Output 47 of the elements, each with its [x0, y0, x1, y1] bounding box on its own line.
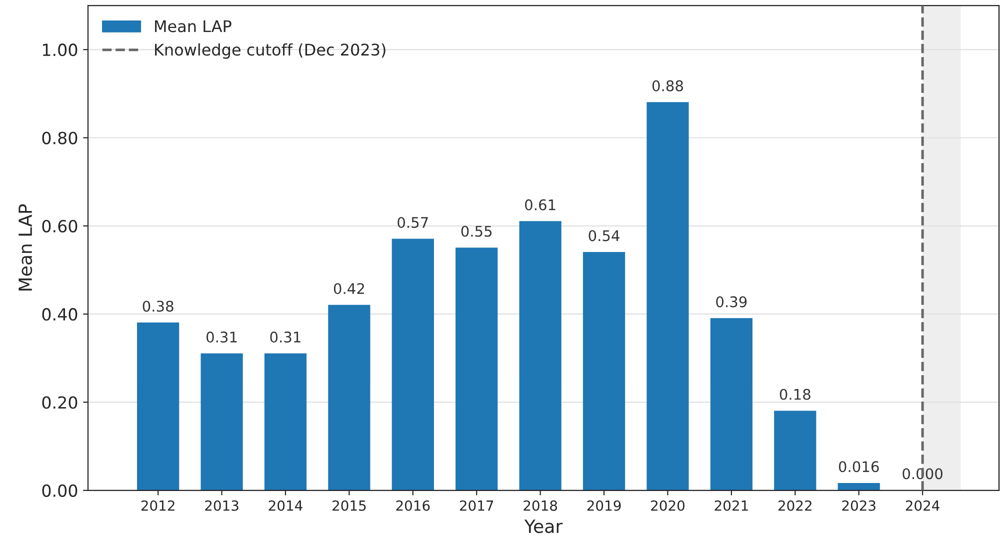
y-tick-label: 0.40	[42, 308, 78, 321]
text: 0.54	[588, 230, 620, 242]
text: 0.61	[525, 199, 556, 210]
x-tick-label: 2016	[396, 500, 430, 511]
bar	[838, 482, 880, 490]
text: 0.016	[838, 461, 879, 472]
text: 0.39	[716, 296, 747, 308]
x-tick-label: 2020	[651, 500, 684, 511]
x-tick-label: 2021	[714, 500, 748, 511]
legend-label: Mean LAP	[155, 20, 232, 32]
bar	[264, 353, 307, 490]
x-axis-title: Year	[524, 520, 563, 534]
bar	[646, 102, 689, 490]
text: 0.57	[398, 216, 428, 228]
x-tick-label: 2015	[332, 500, 366, 511]
text: 0.88	[652, 80, 683, 92]
x-tick-label: 2012	[141, 500, 174, 511]
text: 0.55	[461, 226, 492, 237]
x-tick-label: 2022	[778, 500, 812, 511]
text: 0.18	[780, 388, 810, 400]
text: 0.31	[206, 332, 237, 343]
bar	[392, 238, 434, 490]
bar	[456, 248, 498, 490]
bar	[774, 410, 816, 490]
y-tick-label: 0.60	[42, 220, 78, 232]
x-tick-label: 2024	[906, 500, 940, 511]
bar	[328, 304, 370, 490]
x-tick-label: 2019	[587, 500, 621, 511]
bar	[519, 221, 562, 490]
x-tick-label: 2017	[460, 500, 494, 511]
x-tick-label: 2018	[524, 500, 558, 511]
x-tick-label: 2014	[268, 500, 302, 511]
y-tick-label: 1.00	[43, 44, 78, 56]
bar	[200, 353, 243, 490]
y-tick-label: 0.20	[42, 396, 78, 409]
bar	[582, 252, 626, 490]
bar	[137, 322, 180, 490]
y-tick-label: 0.80	[42, 132, 78, 144]
y-axis-title: Mean LAP	[18, 204, 32, 290]
text: 0.42	[334, 283, 364, 294]
x-tick-label: 2023	[842, 500, 876, 511]
text: 0.31	[270, 332, 300, 343]
text: 0.38	[142, 300, 174, 312]
bar	[710, 318, 752, 490]
x-tick-label: 2013	[205, 500, 238, 511]
legend-label: Knowledge cutoff (Dec 2023)	[155, 43, 386, 59]
y-tick-label: 0.00	[42, 484, 78, 497]
